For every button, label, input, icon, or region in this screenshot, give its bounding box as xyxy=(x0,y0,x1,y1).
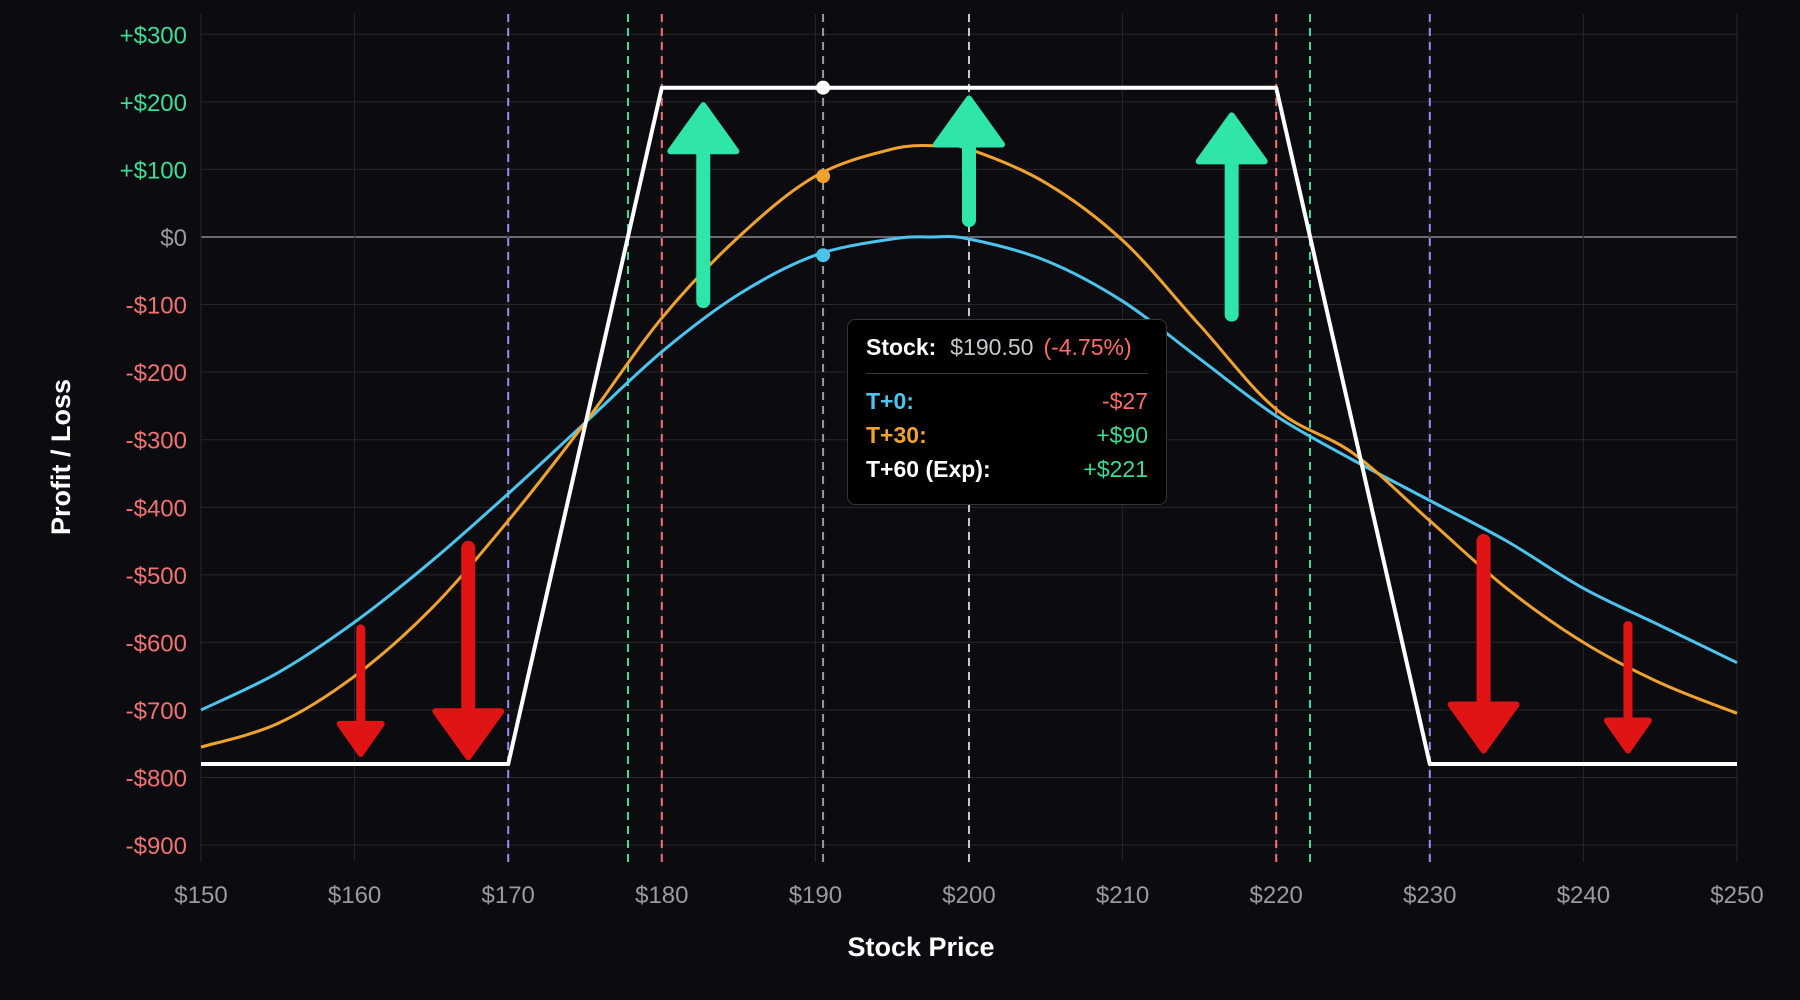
tooltip-row-label: T+30: xyxy=(866,421,927,448)
y-tick-label: +$200 xyxy=(120,90,187,117)
x-tick-label: $230 xyxy=(1403,882,1456,909)
x-tick-label: $200 xyxy=(942,882,995,909)
arrow-up-icon xyxy=(667,102,740,155)
tooltip-row-value: +$221 xyxy=(1083,455,1148,482)
hover-marker xyxy=(816,80,831,95)
direction-arrows xyxy=(336,95,1652,761)
y-tick-label: -$200 xyxy=(126,360,187,387)
y-tick-label: +$100 xyxy=(120,157,187,184)
tooltip-row-value: -$27 xyxy=(1101,387,1148,414)
hover-marker xyxy=(816,248,831,263)
x-tick-label: $210 xyxy=(1096,882,1149,909)
y-tick-label: -$100 xyxy=(126,293,187,320)
hover-marker xyxy=(816,169,831,184)
y-tick-label: -$300 xyxy=(126,428,187,455)
y-tick-label: -$800 xyxy=(126,766,187,793)
arrow-down-icon xyxy=(432,708,505,761)
x-axis-title: Stock Price xyxy=(847,932,994,962)
series-line-t0 xyxy=(200,235,1738,712)
y-tick-label: -$500 xyxy=(126,563,187,590)
tooltip-stock-change: (-4.75%) xyxy=(1043,334,1132,360)
arrow-up-icon xyxy=(1195,112,1268,165)
x-tick-label: $190 xyxy=(789,882,842,909)
x-tick-label: $220 xyxy=(1250,882,1303,909)
tooltip-header: Stock: $190.50 (-4.75%) xyxy=(866,334,1148,374)
arrow-down-icon xyxy=(1603,717,1652,754)
arrow-up-icon xyxy=(933,95,1005,148)
tooltip-row-t30: T+30: +$90 xyxy=(866,418,1148,452)
tooltip-row-label: T+0: xyxy=(866,387,914,414)
hover-markers xyxy=(816,80,831,263)
y-tick-label: $0 xyxy=(160,225,187,252)
x-tick-label: $180 xyxy=(635,882,688,909)
hover-tooltip: Stock: $190.50 (-4.75%) T+0: -$27 T+30: … xyxy=(847,319,1167,505)
x-tick-label: $250 xyxy=(1710,882,1763,909)
y-tick-label: -$400 xyxy=(126,495,187,522)
arrow-down-icon xyxy=(1447,701,1520,754)
y-tick-label: -$900 xyxy=(126,833,187,860)
y-axis-title: Profit / Loss xyxy=(46,379,76,535)
x-tick-label: $170 xyxy=(482,882,535,909)
tooltip-row-value: +$90 xyxy=(1096,421,1148,448)
y-tick-label: -$700 xyxy=(126,698,187,725)
x-tick-label: $160 xyxy=(328,882,381,909)
axes: Stock Price Profit / Loss +$300 +$200 +$10… xyxy=(46,22,1764,962)
y-tick-label: -$600 xyxy=(126,630,187,657)
tooltip-row-label: T+60 (Exp): xyxy=(866,455,991,482)
tooltip-stock-value: $190.50 xyxy=(950,334,1034,360)
x-tick-label: $240 xyxy=(1557,882,1610,909)
series-line-t60 xyxy=(201,85,1737,766)
tooltip-stock-label: Stock: xyxy=(866,334,937,360)
y-tick-label: +$300 xyxy=(120,22,187,49)
x-tick-label: $150 xyxy=(174,882,227,909)
tooltip-row-t0: T+0: -$27 xyxy=(866,384,1148,418)
tooltip-row-t60: T+60 (Exp): +$221 xyxy=(866,452,1148,486)
arrow-down-icon xyxy=(336,720,385,757)
